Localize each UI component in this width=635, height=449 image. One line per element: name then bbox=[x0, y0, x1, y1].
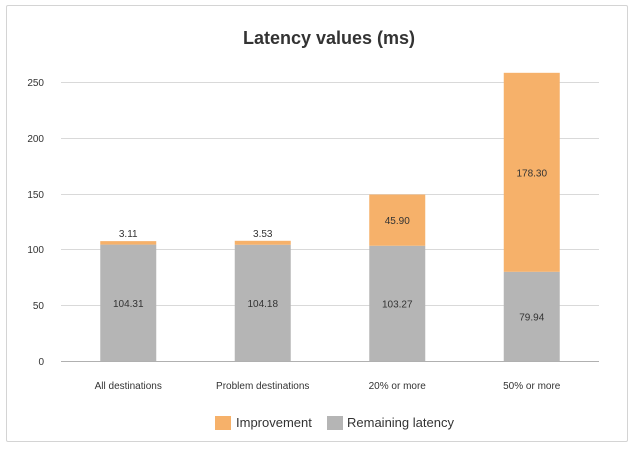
legend: Improvement Remaining latency bbox=[215, 415, 454, 430]
bar-improvement bbox=[234, 240, 291, 245]
data-label-improvement: 178.30 bbox=[516, 168, 547, 179]
data-label-remaining-latency: 103.27 bbox=[382, 299, 413, 310]
legend-label-remaining-latency: Remaining latency bbox=[347, 415, 454, 430]
y-tick-label: 150 bbox=[27, 190, 44, 201]
data-label-remaining-latency: 104.18 bbox=[247, 299, 278, 310]
y-tick-label: 250 bbox=[27, 78, 44, 89]
data-label-remaining-latency: 79.94 bbox=[519, 312, 544, 323]
legend-label-improvement: Improvement bbox=[236, 415, 312, 430]
x-category-label: Problem destinations bbox=[216, 381, 309, 392]
y-tick-label: 0 bbox=[38, 357, 44, 368]
bars: 104.31 3.11 104.18 3.53 103.27 45.90 79.94 178.… bbox=[100, 72, 560, 361]
bar-improvement bbox=[369, 194, 426, 246]
bar-remaining-latency bbox=[503, 271, 560, 361]
y-axis: 0 50 100 150 200 250 bbox=[27, 78, 44, 368]
x-axis: All destinations Problem destinations 20% … bbox=[61, 361, 599, 392]
bar-remaining-latency bbox=[234, 244, 291, 361]
bar-improvement bbox=[503, 72, 560, 272]
legend-swatch-remaining-latency bbox=[327, 416, 343, 430]
data-label-improvement: 45.90 bbox=[385, 216, 410, 227]
data-label-improvement: 3.11 bbox=[119, 229, 138, 240]
x-category-label: All destinations bbox=[95, 381, 162, 392]
bar-remaining-latency bbox=[100, 244, 157, 361]
bar-remaining-latency bbox=[369, 245, 426, 361]
x-category-label: 20% or more bbox=[369, 381, 427, 392]
chart-title: Latency values (ms) bbox=[243, 28, 415, 48]
x-category-label: 50% or more bbox=[503, 381, 561, 392]
y-tick-label: 50 bbox=[33, 301, 45, 312]
data-label-remaining-latency: 104.31 bbox=[113, 299, 144, 310]
y-tick-label: 100 bbox=[27, 245, 44, 256]
bar-improvement bbox=[100, 241, 157, 245]
legend-swatch-improvement bbox=[215, 416, 231, 430]
y-tick-label: 200 bbox=[27, 134, 44, 145]
data-label-improvement: 3.53 bbox=[253, 229, 273, 240]
